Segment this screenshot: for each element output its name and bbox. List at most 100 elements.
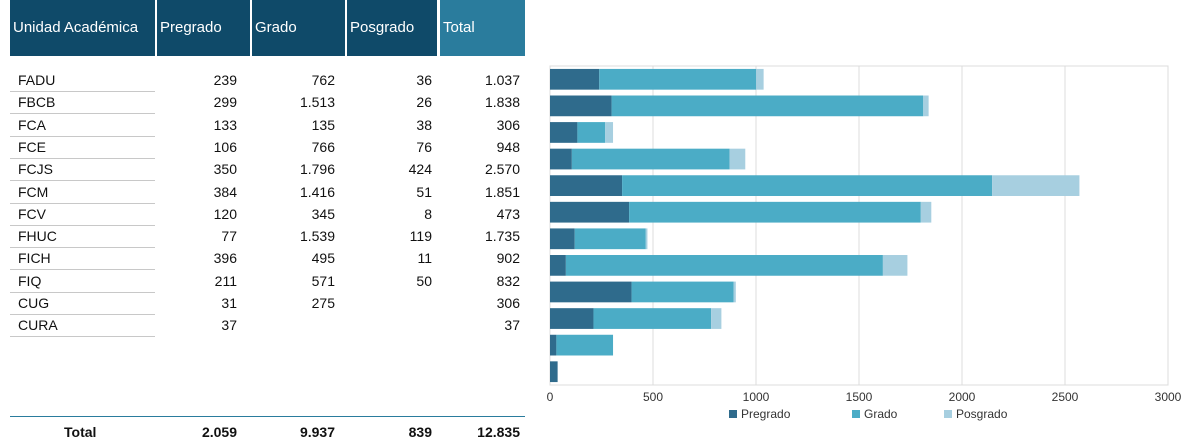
bar-segment (593, 308, 712, 329)
table-value: 133 (213, 116, 237, 133)
bar-segment (550, 334, 557, 356)
plot-frame (549, 65, 1169, 386)
table-header: Posgrado (347, 0, 437, 56)
table-value: 384 (213, 183, 237, 200)
table-value: 76 (416, 138, 432, 155)
table-total: 2.570 (484, 161, 520, 178)
summary-value: 9.937 (299, 424, 335, 440)
row-label: FBCB (18, 94, 56, 111)
bar-segment (920, 201, 932, 223)
bar-segment (577, 122, 606, 143)
legend-swatch (944, 410, 952, 418)
bar-segment (550, 361, 558, 383)
bar-segment (756, 68, 764, 90)
row-label: FCE (18, 138, 46, 155)
row-label: FCJS (18, 161, 53, 178)
bar-segment (611, 95, 924, 117)
legend-label: Pregrado (741, 407, 791, 421)
legend-swatch (729, 410, 737, 418)
table-value: 495 (311, 250, 335, 267)
table-value: 1.513 (299, 94, 335, 111)
row-divider (10, 157, 155, 159)
bar-segment (631, 281, 734, 303)
bar-segment (550, 201, 630, 223)
table-value: 8 (424, 205, 432, 222)
table-value: 1.539 (299, 228, 335, 245)
bar-segment (571, 148, 730, 170)
table-value: 211 (214, 272, 237, 289)
legend-label: Posgrado (956, 407, 1008, 421)
x-tick-label: 1500 (846, 390, 873, 404)
bar-segment (550, 148, 572, 170)
table-value: 31 (221, 295, 237, 311)
bar-segment (992, 175, 1080, 196)
table-value: 11 (417, 250, 432, 267)
table-value: 36 (416, 72, 432, 88)
row-divider (10, 336, 155, 338)
bar-segment (550, 255, 566, 276)
table-value: 396 (213, 250, 237, 267)
bar-segment (729, 148, 746, 170)
table-value: 119 (409, 228, 432, 245)
summary-total: 12.835 (477, 424, 520, 440)
table-value: 51 (416, 183, 432, 200)
bar-segment (882, 255, 908, 276)
table-value: 762 (311, 72, 335, 88)
table-value: 1.796 (299, 161, 335, 178)
table-value: 766 (311, 138, 335, 155)
table-total: 37 (504, 317, 520, 334)
table-value: 37 (221, 317, 237, 334)
table-total: 948 (496, 138, 520, 155)
row-divider (10, 224, 155, 226)
bar-segment (550, 228, 575, 250)
summary-value: 839 (408, 424, 432, 440)
summary-label: Total (64, 424, 97, 440)
bar-segment (550, 68, 600, 90)
table-header: Grado (252, 0, 345, 56)
summary-value: 2.059 (201, 424, 237, 440)
row-label: FCA (18, 116, 46, 133)
table-value: 345 (311, 205, 335, 222)
legend-label: Grado (864, 407, 898, 421)
row-divider (10, 314, 155, 315)
x-tick-label: 500 (643, 390, 663, 404)
row-label: FADU (18, 72, 56, 88)
table-value: 26 (416, 94, 432, 111)
bar-segment (550, 175, 623, 196)
table-total: 473 (496, 205, 520, 222)
row-label: CURA (18, 317, 58, 334)
table-total: 832 (496, 272, 520, 289)
table-value: 571 (311, 272, 335, 289)
x-tick-label: 1000 (743, 390, 770, 404)
table-total: 306 (496, 116, 520, 133)
table-value: 50 (416, 272, 432, 289)
table-value: 299 (213, 94, 237, 111)
table-total: 1.838 (484, 94, 520, 111)
row-divider (10, 180, 155, 182)
bar-segment (605, 122, 614, 143)
bar-segment (550, 95, 612, 117)
row-label: FICH (18, 250, 51, 267)
row-label: FIQ (18, 272, 42, 289)
bar-segment (574, 228, 646, 250)
bar-segment (629, 201, 921, 223)
row-divider (10, 91, 155, 92)
table-total: 902 (496, 250, 520, 267)
row-label: CUG (18, 295, 50, 311)
table-total: 306 (496, 295, 520, 311)
bar-segment (565, 255, 883, 276)
x-tick-label: 0 (547, 390, 554, 404)
table-header: Unidad Académica (10, 0, 155, 56)
row-divider (10, 269, 155, 271)
bar-segment (599, 68, 757, 90)
bar-segment (556, 334, 614, 356)
table-value: 77 (221, 228, 237, 245)
table-header: Total (440, 0, 525, 56)
table-total: 1.735 (484, 228, 520, 245)
bar-segment (622, 175, 993, 196)
bar-segment (550, 281, 632, 303)
table-value: 38 (416, 116, 432, 133)
bar-segment (550, 122, 578, 143)
